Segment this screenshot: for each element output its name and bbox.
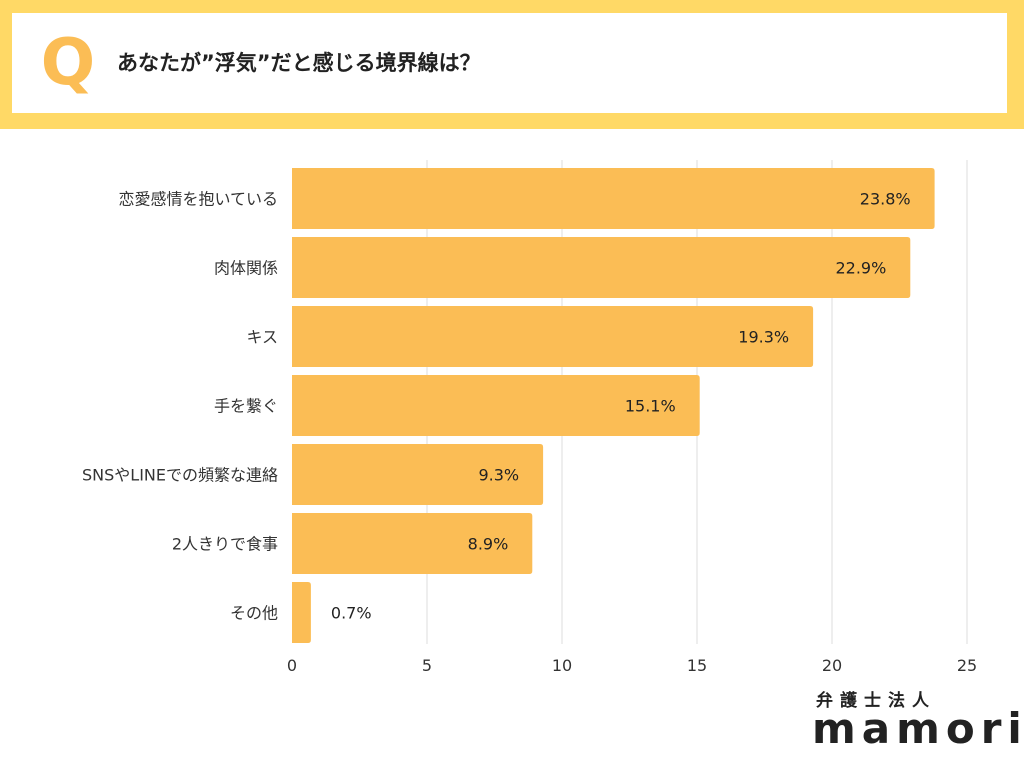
value-label: 15.1% [625,397,676,416]
x-tick-label: 20 [822,656,842,675]
x-axis: 0 5 10 15 20 25 [287,656,977,675]
bar [292,513,533,574]
x-tick-label: 25 [957,656,977,675]
category-label: 2人きりで食事 [172,535,278,554]
bars [292,168,935,643]
bar [292,375,700,436]
x-tick-label: 15 [687,656,707,675]
category-label: その他 [230,604,278,623]
category-label: 肉体関係 [214,259,278,278]
mamori-logo: 弁護士法人 mamori [812,686,1022,756]
bar-chart: 恋愛感情を抱いている 23.8% 肉体関係 22.9% キス 19.3% 手を繋ぐ 15.1%… [82,160,977,675]
labels: 恋愛感情を抱いている 23.8% 肉体関係 22.9% キス 19.3% 手を繋ぐ 15.1%… [82,190,911,623]
bar [292,237,911,298]
logo-brand: mamori [812,704,1024,753]
logo-firm-type: 弁護士法人 [816,691,936,711]
x-tick-label: 0 [287,656,297,675]
question-box: Q あなたが”浮気”だと感じる境界線は？ [12,13,1007,113]
question-text: あなたが”浮気”だと感じる境界線は？ [117,51,481,75]
value-label: 9.3% [478,466,519,485]
question-header: Q あなたが”浮気”だと感じる境界線は？ [0,0,1024,129]
value-label: 22.9% [835,259,886,278]
bar [292,168,935,229]
bar [292,582,311,643]
category-label: SNSやLINEでの頻繁な連絡 [82,466,278,485]
q-letter: Q [40,26,96,100]
category-label: キス [246,328,278,347]
category-label: 手を繋ぐ [214,397,278,416]
x-tick-label: 10 [552,656,572,675]
bar [292,306,814,367]
bar [292,444,544,505]
value-label: 8.9% [468,535,509,554]
value-label: 23.8% [860,190,911,209]
value-label: 19.3% [738,328,789,347]
value-label: 0.7% [331,604,372,623]
x-tick-label: 5 [422,656,432,675]
category-label: 恋愛感情を抱いている [118,190,278,209]
